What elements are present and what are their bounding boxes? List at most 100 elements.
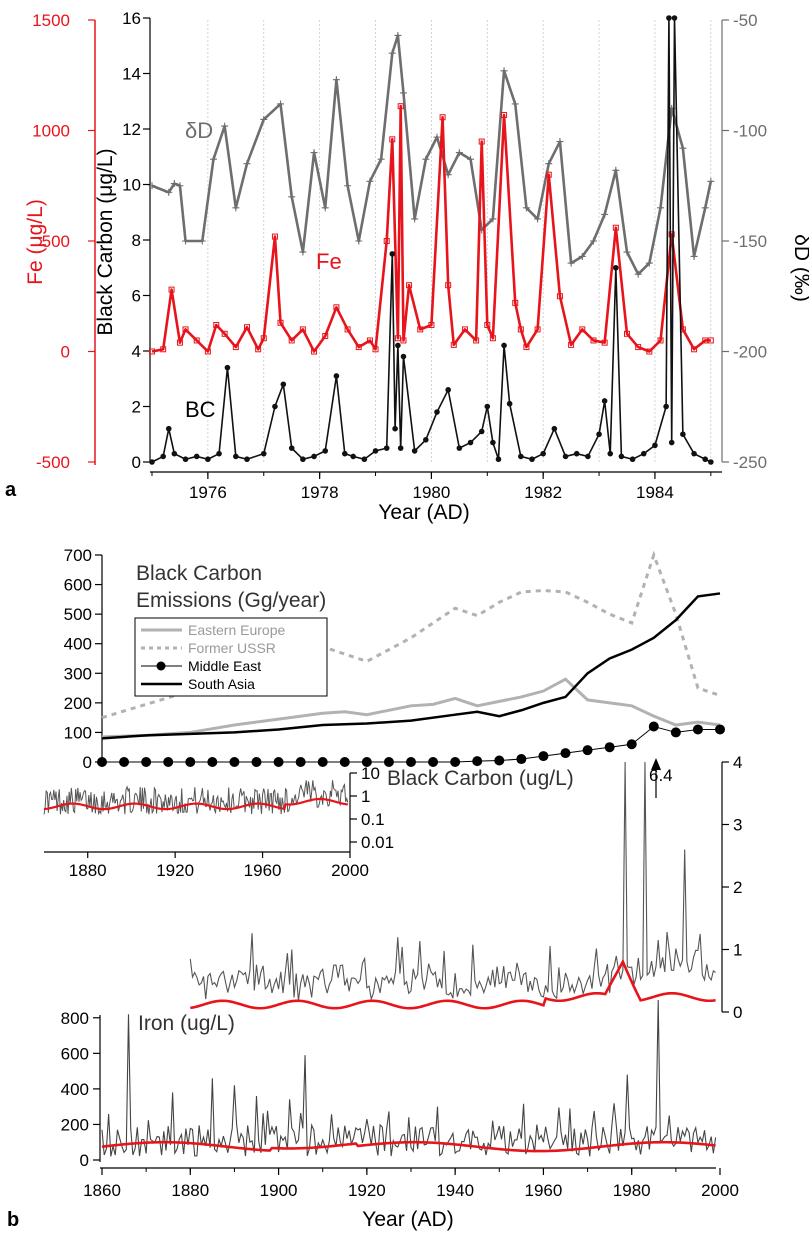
panel-b-x-tick-label: 1920 xyxy=(348,1181,386,1200)
bc-point xyxy=(640,450,647,457)
emissions-tick-label: 100 xyxy=(64,723,92,742)
fe-point xyxy=(439,114,446,121)
fe-point xyxy=(221,330,228,337)
panel-b-x-tick-label: 1880 xyxy=(171,1181,209,1200)
bc-inset-tick-label: 0.1 xyxy=(361,810,385,829)
bc-point xyxy=(423,437,429,443)
dD-point xyxy=(344,182,352,190)
fe-point xyxy=(383,238,390,244)
bc-point xyxy=(573,450,580,457)
fe-point xyxy=(149,348,155,355)
series-label-fe: Fe xyxy=(316,249,342,274)
iron-raw-line xyxy=(101,999,717,1157)
dD-point xyxy=(198,237,206,245)
bc-point xyxy=(411,448,418,454)
fe-point xyxy=(568,341,575,348)
bc-tick-label: 8 xyxy=(132,231,141,250)
middle-east-point xyxy=(560,748,571,759)
dD-point xyxy=(601,210,609,218)
dD-point xyxy=(209,155,217,163)
bc-point xyxy=(224,364,231,371)
bc-annotation-value: 6.4 xyxy=(649,766,673,785)
dD-point xyxy=(243,160,251,168)
dD-point xyxy=(589,237,597,245)
panel-a: 1500 1000 500 0 -500 16 14 12 10 8 6 4 2 0 -50 -100 -150… xyxy=(5,9,809,524)
bc-main-tick-label: 1 xyxy=(733,941,742,960)
emissions-series xyxy=(97,550,725,767)
fe-point xyxy=(450,341,457,348)
middle-east-point xyxy=(141,757,152,767)
fe-point xyxy=(461,326,468,333)
fe-point xyxy=(612,224,619,231)
iron-smoothed-line xyxy=(101,1140,716,1153)
fe-axis-title: Fe (μg/L) xyxy=(24,199,47,285)
bc-point xyxy=(551,425,558,432)
emissions-series-south-asia xyxy=(101,592,721,740)
fe-point xyxy=(260,335,267,342)
fe-point xyxy=(428,321,435,328)
bc-point xyxy=(618,453,625,460)
fe-point xyxy=(624,330,630,337)
fe-point xyxy=(707,337,714,344)
bc-main-tick-label: 4 xyxy=(733,753,742,772)
bc-point xyxy=(233,453,239,460)
middle-east-point xyxy=(207,757,218,767)
dD-point xyxy=(394,31,402,39)
fe-point xyxy=(501,112,508,119)
dD-point xyxy=(260,115,268,123)
bc-inset-x-tick-label: 1960 xyxy=(244,861,282,880)
bc-point xyxy=(529,456,535,463)
middle-east-point xyxy=(604,742,615,753)
bc-inset-tick-label: 10 xyxy=(361,764,380,783)
fe-point xyxy=(213,321,220,328)
emissions-tick-label: 300 xyxy=(64,664,92,683)
series-label-bc: BC xyxy=(185,397,216,422)
iron-series xyxy=(101,999,717,1157)
bc-point xyxy=(663,403,669,410)
middle-east-point xyxy=(317,757,328,767)
fe-point xyxy=(255,346,262,353)
bc-inset-series xyxy=(43,780,349,816)
bc-point xyxy=(445,387,451,393)
iron-tick-label: 400 xyxy=(61,1080,89,1099)
emissions-legend: Eastern Europe Former USSR Middle East S… xyxy=(134,617,328,697)
bc-point xyxy=(562,453,569,460)
bc-main-raw-line xyxy=(189,761,716,1002)
bc-point xyxy=(395,342,401,349)
fe-point xyxy=(182,326,189,333)
dD-point xyxy=(645,259,653,267)
fe-point xyxy=(311,348,318,355)
panel-b-x-title: Year (AD) xyxy=(362,1208,453,1231)
panel-a-x-tick-label: 1976 xyxy=(189,483,227,502)
bc-axis-title: Black Carbon (μg/L) xyxy=(94,148,117,335)
dD-point xyxy=(679,144,687,152)
bc-point xyxy=(601,398,608,404)
bc-inset-tick-label: 1 xyxy=(361,787,370,806)
dD-point xyxy=(321,204,329,212)
emissions-tick-label: 200 xyxy=(64,694,92,713)
bc-main-tick-label: 0 xyxy=(733,1003,742,1022)
fe-point xyxy=(355,344,362,351)
dD-point xyxy=(332,76,340,84)
fe-point xyxy=(417,326,424,333)
bc-point xyxy=(333,373,340,379)
dD-point xyxy=(288,193,296,201)
dD-point xyxy=(377,155,385,163)
dD-point xyxy=(310,149,318,157)
bc-point xyxy=(160,453,166,460)
bc-point xyxy=(288,445,295,451)
dD-point xyxy=(612,166,620,174)
dD-point xyxy=(707,177,715,185)
dD-point xyxy=(399,89,407,97)
bc-point xyxy=(350,453,356,460)
bc-point xyxy=(506,400,513,407)
panel-b-x-tick-label: 1980 xyxy=(613,1181,651,1200)
bc-point xyxy=(495,456,502,463)
dD-point xyxy=(221,122,229,130)
bc-point xyxy=(484,403,491,410)
panel-a-x-tick-label: 1984 xyxy=(636,483,674,502)
legend-middle-east: Middle East xyxy=(188,658,261,674)
middle-east-point xyxy=(273,757,284,767)
fe-tick-label: 500 xyxy=(42,232,70,251)
dD-point xyxy=(433,133,441,141)
